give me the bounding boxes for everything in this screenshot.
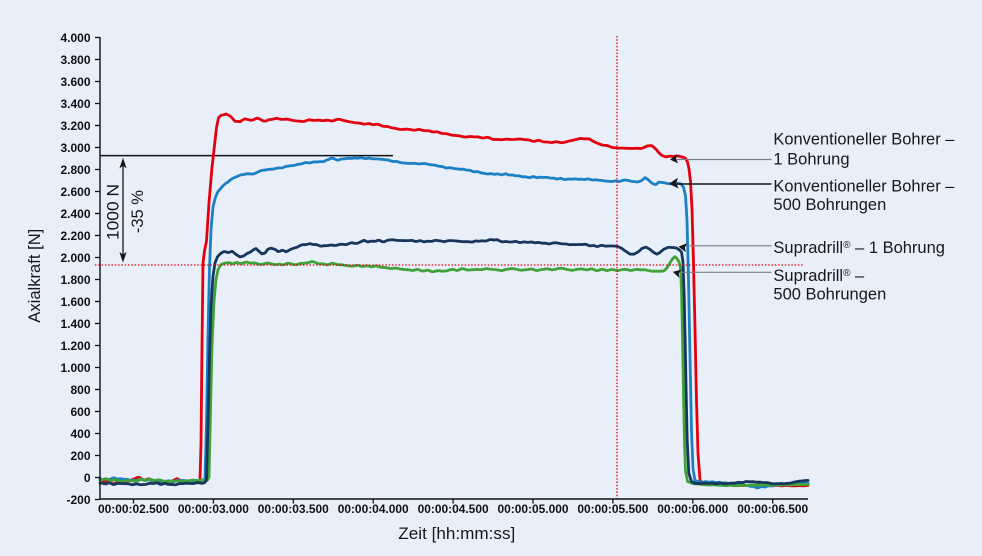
svg-text:500 Bohrungen: 500 Bohrungen xyxy=(773,196,886,214)
svg-text:2.400: 2.400 xyxy=(60,207,90,221)
svg-text:400: 400 xyxy=(70,427,90,441)
svg-text:00:00:03.000: 00:00:03.000 xyxy=(178,502,249,516)
svg-text:Konventioneller Bohrer –: Konventioneller Bohrer – xyxy=(773,178,955,196)
svg-text:1.600: 1.600 xyxy=(60,295,90,309)
svg-text:00:00:03.500: 00:00:03.500 xyxy=(258,502,329,516)
svg-text:1.400: 1.400 xyxy=(60,317,90,331)
svg-text:Supradrill® –: Supradrill® – xyxy=(773,267,865,285)
svg-text:3.000: 3.000 xyxy=(60,141,90,155)
svg-text:500 Bohrungen: 500 Bohrungen xyxy=(773,285,886,303)
svg-text:00:00:02.500: 00:00:02.500 xyxy=(98,502,169,516)
svg-text:00:00:05.000: 00:00:05.000 xyxy=(498,502,569,516)
svg-text:3.800: 3.800 xyxy=(60,53,90,67)
svg-text:00:00:04.000: 00:00:04.000 xyxy=(338,502,409,516)
svg-text:200: 200 xyxy=(70,449,90,463)
svg-text:1.800: 1.800 xyxy=(60,273,90,287)
svg-text:1.200: 1.200 xyxy=(60,339,90,353)
svg-text:1000 N: 1000 N xyxy=(105,184,123,240)
svg-text:600: 600 xyxy=(70,405,90,419)
svg-text:Konventioneller Bohrer –: Konventioneller Bohrer – xyxy=(773,131,955,149)
svg-text:Supradrill® – 1 Bohrung: Supradrill® – 1 Bohrung xyxy=(773,239,945,257)
svg-text:1.000: 1.000 xyxy=(60,361,90,375)
svg-text:00:00:05.500: 00:00:05.500 xyxy=(577,502,648,516)
svg-text:-200: -200 xyxy=(66,493,90,507)
svg-text:Axialkraft [N]: Axialkraft [N] xyxy=(26,229,44,323)
svg-text:800: 800 xyxy=(70,383,90,397)
svg-text:3.400: 3.400 xyxy=(60,97,90,111)
svg-text:2.000: 2.000 xyxy=(60,251,90,265)
svg-text:3.600: 3.600 xyxy=(60,75,90,89)
svg-text:2.800: 2.800 xyxy=(60,163,90,177)
svg-text:0: 0 xyxy=(84,471,91,485)
svg-text:3.200: 3.200 xyxy=(60,119,90,133)
svg-text:1 Bohrung: 1 Bohrung xyxy=(773,151,849,169)
svg-text:00:00:04.500: 00:00:04.500 xyxy=(418,502,489,516)
svg-text:Zeit [hh:mm:ss]: Zeit [hh:mm:ss] xyxy=(398,525,515,543)
svg-text:2.200: 2.200 xyxy=(60,229,90,243)
svg-text:4.000: 4.000 xyxy=(60,31,90,45)
svg-text:00:00:06.000: 00:00:06.000 xyxy=(657,502,728,516)
svg-text:00:00:06.500: 00:00:06.500 xyxy=(737,502,808,516)
svg-text:2.600: 2.600 xyxy=(60,185,90,199)
svg-text:-35 %: -35 % xyxy=(129,190,147,233)
